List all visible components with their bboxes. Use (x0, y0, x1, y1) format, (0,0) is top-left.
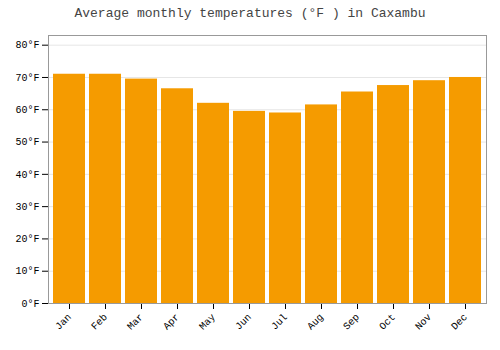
svg-text:Jun: Jun (233, 312, 254, 333)
svg-text:70°F: 70°F (15, 73, 39, 84)
svg-text:Sep: Sep (341, 312, 362, 333)
svg-text:10°F: 10°F (15, 266, 39, 277)
svg-text:20°F: 20°F (15, 234, 39, 245)
svg-text:Aug: Aug (305, 312, 326, 333)
svg-text:60°F: 60°F (15, 105, 39, 116)
svg-text:0°F: 0°F (21, 299, 39, 310)
svg-text:80°F: 80°F (15, 40, 39, 51)
svg-text:30°F: 30°F (15, 202, 39, 213)
svg-text:Nov: Nov (413, 312, 434, 333)
svg-text:Jul: Jul (269, 312, 290, 333)
html-text:Average monthly temperatures (: Average monthly temperatures (°F ) in Ca… (74, 6, 426, 21)
svg-text:Dec: Dec (449, 312, 470, 333)
svg-text:Oct: Oct (377, 312, 398, 333)
svg-text:40°F: 40°F (15, 170, 39, 181)
svg-text:Feb: Feb (89, 312, 110, 333)
svg-text:Mar: Mar (125, 312, 146, 333)
svg-text:50°F: 50°F (15, 137, 39, 148)
svg-text:Jan: Jan (53, 312, 74, 333)
svg-text:Apr: Apr (161, 312, 182, 333)
svg-text:May: May (197, 312, 218, 333)
